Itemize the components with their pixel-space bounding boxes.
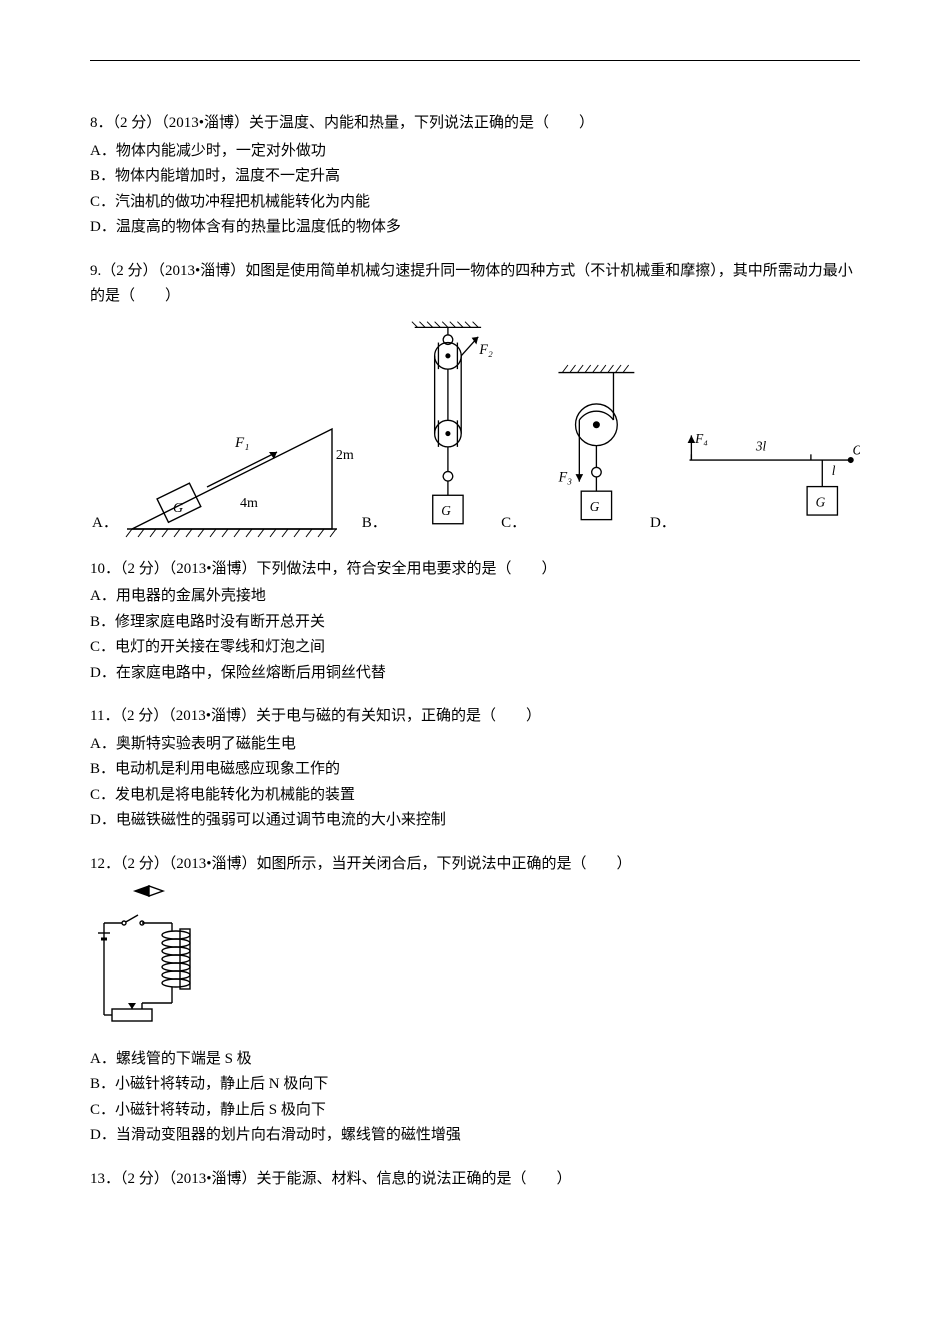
fixed-pulley-block-icon: F₂ G [391, 314, 495, 539]
q9-label-a: A． [92, 511, 118, 537]
q11-stem: 11．（2 分）（2013•淄博）关于电与磁的有关知识，正确的是（ ） [90, 704, 860, 730]
q8-option-b: B．物体内能增加时，温度不一定升高 [90, 164, 860, 190]
f3-label: F₃ [558, 469, 573, 485]
q12-stem: 12．（2 分）（2013•淄博）如图所示，当开关闭合后，下列说法中正确的是（ … [90, 852, 860, 878]
q9-label-b: B． [362, 511, 387, 537]
solenoid-circuit-icon [94, 883, 214, 1033]
f2-label: F₂ [478, 341, 493, 357]
question-9: 9.（2 分）（2013•淄博）如图是使用简单机械匀速提升同一物体的四种方式（不… [90, 259, 860, 539]
q11-option-a: A．奥斯特实验表明了磁能生电 [90, 732, 860, 758]
q13-stem: 13．（2 分）（2013•淄博）关于能源、材料、信息的说法正确的是（ ） [90, 1167, 860, 1193]
g-label-a: G [173, 501, 183, 516]
g-label-d: G [815, 494, 825, 509]
q9-stem: 9.（2 分）（2013•淄博）如图是使用简单机械匀速提升同一物体的四种方式（不… [90, 259, 860, 310]
exam-page: 8．（2 分）（2013•淄博）关于温度、内能和热量，下列说法正确的是（ ） A… [0, 0, 950, 1344]
len-4m: 4m [240, 496, 258, 511]
len-l: l [832, 463, 836, 478]
q10-option-a: A．用电器的金属外壳接地 [90, 584, 860, 610]
q11-option-d: D．电磁铁磁性的强弱可以通过调节电流的大小来控制 [90, 808, 860, 834]
q10-stem: 10．（2 分）（2013•淄博）下列做法中，符合安全用电要求的是（ ） [90, 557, 860, 583]
q8-option-d: D．温度高的物体含有的热量比温度低的物体多 [90, 215, 860, 241]
q12-option-b: B．小磁针将转动，静止后 N 极向下 [90, 1072, 860, 1098]
q12-option-d: D．当滑动变阻器的划片向右滑动时，螺线管的磁性增强 [90, 1123, 860, 1149]
g-label-c: G [590, 499, 600, 514]
q10-option-c: C．电灯的开关接在零线和灯泡之间 [90, 635, 860, 661]
q11-option-c: C．发电机是将电能转化为机械能的装置 [90, 783, 860, 809]
q10-option-d: D．在家庭电路中，保险丝熔断后用铜丝代替 [90, 661, 860, 687]
inclined-plane-icon: F₁ G 4m [122, 329, 342, 539]
q12-figure [94, 883, 860, 1043]
q8-stem: 8．（2 分）（2013•淄博）关于温度、内能和热量，下列说法正确的是（ ） [90, 111, 860, 137]
question-12: 12．（2 分）（2013•淄博）如图所示，当开关闭合后，下列说法中正确的是（ … [90, 852, 860, 1149]
question-10: 10．（2 分）（2013•淄博）下列做法中，符合安全用电要求的是（ ） A．用… [90, 557, 860, 687]
q8-option-c: C．汽油机的做功冲程把机械能转化为内能 [90, 190, 860, 216]
question-13: 13．（2 分）（2013•淄博）关于能源、材料、信息的说法正确的是（ ） [90, 1167, 860, 1193]
movable-pulley-icon: F₃ G [530, 339, 644, 539]
q12-option-a: A．螺线管的下端是 S 极 [90, 1047, 860, 1073]
g-label-b: G [441, 503, 451, 518]
lever-icon: F₄ 3l l O G [680, 419, 860, 539]
q10-option-b: B．修理家庭电路时没有断开总开关 [90, 610, 860, 636]
q9-fig-a-cell: A． [90, 329, 342, 539]
len-3l: 3l [755, 438, 767, 453]
question-11: 11．（2 分）（2013•淄博）关于电与磁的有关知识，正确的是（ ） A．奥斯… [90, 704, 860, 834]
q9-label-c: C． [501, 511, 526, 537]
q9-label-d: D． [650, 511, 676, 537]
q11-option-b: B．电动机是利用电磁感应现象工作的 [90, 757, 860, 783]
q9-height-2m: 2m [336, 444, 354, 468]
pivot-o: O [852, 442, 860, 457]
top-rule [90, 60, 860, 61]
q9-figure-row: A． [90, 314, 860, 539]
question-8: 8．（2 分）（2013•淄博）关于温度、内能和热量，下列说法正确的是（ ） A… [90, 111, 860, 241]
f4-label: F₄ [694, 430, 708, 445]
f1-label: F₁ [234, 435, 249, 451]
q12-option-c: C．小磁针将转动，静止后 S 极向下 [90, 1098, 860, 1124]
q8-option-a: A．物体内能减少时，一定对外做功 [90, 139, 860, 165]
